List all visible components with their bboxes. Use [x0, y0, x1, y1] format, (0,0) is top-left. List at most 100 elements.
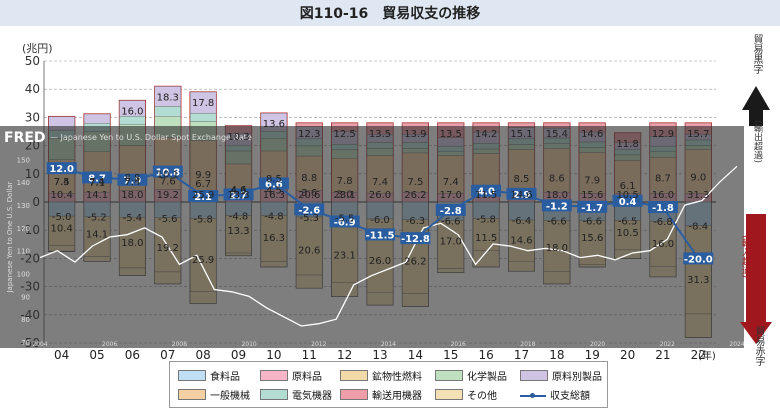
legend-item-line: 収支総額 — [520, 387, 590, 402]
data-label: 11.8 — [616, 139, 638, 150]
data-label: -6.6 — [441, 217, 461, 228]
data-label: -6.4 — [512, 216, 532, 227]
surplus-label: 貿易黒字 — [751, 34, 762, 74]
legend-swatch — [520, 391, 546, 400]
fuel-data-label: 14.6 — [510, 235, 532, 246]
surplus-paren-label: (輸出超過) — [752, 120, 762, 164]
data-label: 10.1 — [157, 170, 179, 181]
data-label: -8.4 — [689, 222, 709, 233]
surplus-arrow-icon — [742, 86, 770, 126]
balance-point-box — [329, 215, 360, 228]
data-label: 12.3 — [298, 129, 320, 140]
balance-point-box — [188, 190, 219, 203]
legend-swatch — [178, 370, 206, 381]
y-axis-unit: (兆円) — [22, 42, 53, 55]
data-label: 15.1 — [510, 129, 532, 140]
data-label: 9.9 — [195, 170, 211, 181]
data-label: 23.1 — [333, 190, 355, 201]
balance-point-box — [647, 201, 678, 214]
legend-label: 収支総額 — [550, 391, 590, 402]
balance-data-label: -6.9 — [334, 217, 356, 228]
balance-point-box — [152, 165, 183, 178]
bar-segment-mfg — [119, 100, 146, 117]
legend-label: 原料品 — [292, 372, 322, 383]
fred-exchange-rate-line — [39, 165, 738, 327]
data-label: 8.5 — [266, 174, 282, 185]
legend-label: 一般機械 — [210, 391, 250, 402]
data-label: 16.0 — [121, 106, 143, 117]
data-label: 6.1 — [620, 181, 636, 192]
x-tick-label: 16 — [478, 348, 493, 362]
data-label: 14.1 — [86, 190, 108, 201]
balance-point-box — [117, 173, 148, 186]
balance-point-box — [577, 200, 608, 213]
balance-point-box — [683, 252, 714, 265]
data-label: -6.3 — [406, 216, 426, 227]
data-label: 7.4 — [89, 177, 105, 188]
deficit-label: 貿易赤字 — [753, 326, 764, 366]
fred-x-tick-label: 2018 — [520, 341, 535, 348]
data-label: 17.0 — [440, 190, 462, 201]
data-label: 19.2 — [157, 190, 179, 201]
balance-data-label: -12.8 — [401, 234, 430, 245]
y-tick-label: 30 — [25, 110, 40, 124]
bar-segment-elec — [189, 112, 217, 122]
balance-data-label: -1.7 — [581, 203, 603, 214]
data-label: -5.6 — [158, 214, 178, 225]
fred-y-tick-label: 100 — [17, 271, 30, 279]
fuel-data-label: 20.6 — [298, 246, 320, 257]
balance-point-box — [471, 184, 502, 197]
fred-x-tick-label: 2004 — [32, 341, 47, 348]
balance-point-box — [435, 203, 466, 216]
legend-item-chem: 化学製品 — [435, 368, 507, 383]
data-label: -6.6 — [547, 217, 567, 228]
x-tick-label: 22 — [691, 348, 706, 362]
fuel-data-label: 14.1 — [86, 230, 108, 241]
balance-data-label: -1.8 — [652, 203, 674, 214]
data-label: 7.5 — [407, 177, 423, 188]
deficit-arrow-shaft-icon — [746, 214, 766, 322]
data-label: 13.3 — [227, 190, 249, 201]
bar-segment-mfg — [189, 91, 217, 114]
legend-label: 化学製品 — [467, 372, 507, 383]
fred-x-tick-label: 2022 — [660, 341, 675, 348]
data-label: 7.8 — [337, 176, 353, 187]
x-tick-label: 11 — [302, 348, 317, 362]
x-tick-label: 05 — [89, 348, 104, 362]
data-label: 16.0 — [652, 190, 674, 201]
data-label: 16.3 — [263, 190, 285, 201]
legend-label: 鉱物性燃料 — [372, 372, 422, 383]
data-label: -4.8 — [229, 212, 249, 223]
data-label: 14.6 — [581, 129, 603, 140]
bar-segment-mfg — [83, 113, 111, 124]
balance-data-label: -2.8 — [440, 206, 462, 217]
data-label: 11.5 — [475, 190, 497, 201]
fred-x-tick-label: 2014 — [381, 341, 396, 348]
data-label: 9.0 — [690, 173, 706, 184]
balance-data-label: -20.0 — [684, 254, 713, 265]
fred-x-tick-label: 2016 — [451, 341, 466, 348]
x-tick-label: 09 — [231, 348, 246, 362]
data-label: 7.5 — [54, 177, 70, 188]
legend-item-mfg: 原料別製品 — [520, 368, 602, 383]
data-label: 13.9 — [404, 129, 426, 140]
fuel-data-label: 17.0 — [440, 236, 462, 247]
balance-data-label: 2.7 — [230, 190, 248, 201]
legend-label: 電気機器 — [292, 391, 332, 402]
data-label: 25.9 — [192, 190, 214, 201]
data-label: 13.5 — [369, 129, 391, 140]
x-tick-label: 13 — [372, 348, 387, 362]
fred-y-tick-label: 80 — [21, 316, 30, 324]
data-label: 18.3 — [157, 92, 179, 103]
data-label: 15.7 — [687, 129, 709, 140]
x-tick-label: 10 — [266, 348, 281, 362]
legend-swatch — [340, 389, 368, 400]
fuel-data-label: 25.9 — [192, 255, 214, 266]
fuel-data-label: 26.0 — [369, 256, 391, 267]
fuel-data-label: 16.0 — [652, 239, 674, 250]
data-label: 14.2 — [475, 129, 497, 140]
balance-point-box — [294, 203, 325, 216]
data-label: 7.1 — [89, 178, 105, 189]
fuel-data-label: 13.3 — [227, 226, 249, 237]
